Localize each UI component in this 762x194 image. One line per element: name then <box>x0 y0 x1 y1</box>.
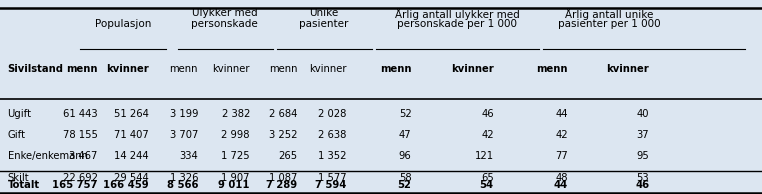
Text: 7 289: 7 289 <box>266 180 297 191</box>
Text: personskade per 1 000: personskade per 1 000 <box>397 19 517 29</box>
Text: 44: 44 <box>555 109 568 119</box>
Text: 46: 46 <box>635 180 649 191</box>
Text: 3 707: 3 707 <box>170 130 198 140</box>
Text: pasienter: pasienter <box>299 19 348 29</box>
Text: 1 725: 1 725 <box>221 151 250 161</box>
Text: 44: 44 <box>553 180 568 191</box>
Text: 1 352: 1 352 <box>319 151 347 161</box>
Text: 3 467: 3 467 <box>69 151 98 161</box>
Text: kvinner: kvinner <box>106 64 149 74</box>
Text: 52: 52 <box>398 180 411 191</box>
Text: menn: menn <box>269 64 297 74</box>
Text: 2 998: 2 998 <box>222 130 250 140</box>
Text: 1 577: 1 577 <box>318 173 347 183</box>
Text: menn: menn <box>536 64 568 74</box>
Text: kvinner: kvinner <box>451 64 494 74</box>
Text: 2 638: 2 638 <box>319 130 347 140</box>
Text: 37: 37 <box>636 130 649 140</box>
Text: menn: menn <box>170 64 198 74</box>
Text: 8 566: 8 566 <box>167 180 198 191</box>
Text: 78 155: 78 155 <box>62 130 98 140</box>
Text: 3 199: 3 199 <box>170 109 198 119</box>
Text: Ugift: Ugift <box>8 109 31 119</box>
Text: 96: 96 <box>399 151 411 161</box>
Text: 40: 40 <box>637 109 649 119</box>
Text: 2 684: 2 684 <box>269 109 297 119</box>
Text: 42: 42 <box>555 130 568 140</box>
Text: 51 264: 51 264 <box>114 109 149 119</box>
Text: 334: 334 <box>179 151 198 161</box>
Text: Totalt: Totalt <box>8 180 40 191</box>
Text: 47: 47 <box>399 130 411 140</box>
Text: 14 244: 14 244 <box>114 151 149 161</box>
Text: Populasjon: Populasjon <box>95 19 152 29</box>
Text: kvinner: kvinner <box>607 64 649 74</box>
Text: 7 594: 7 594 <box>315 180 347 191</box>
Text: 1 087: 1 087 <box>269 173 297 183</box>
Text: 46: 46 <box>481 109 494 119</box>
Text: Unike: Unike <box>309 8 338 18</box>
Text: Sivilstand: Sivilstand <box>8 64 63 74</box>
Text: Årlig antall ulykker med: Årlig antall ulykker med <box>395 8 520 20</box>
Text: personskade: personskade <box>191 19 258 29</box>
Text: menn: menn <box>66 64 98 74</box>
Text: 1 326: 1 326 <box>170 173 198 183</box>
Text: 61 443: 61 443 <box>63 109 98 119</box>
Text: 1 907: 1 907 <box>222 173 250 183</box>
Text: 65: 65 <box>481 173 494 183</box>
Text: 165 757: 165 757 <box>52 180 98 191</box>
Text: 54: 54 <box>479 180 494 191</box>
Text: menn: menn <box>380 64 411 74</box>
Text: 265: 265 <box>278 151 297 161</box>
Text: kvinner: kvinner <box>213 64 250 74</box>
Text: 95: 95 <box>636 151 649 161</box>
Text: 3 252: 3 252 <box>269 130 297 140</box>
Text: 9 011: 9 011 <box>219 180 250 191</box>
Text: pasienter per 1 000: pasienter per 1 000 <box>559 19 661 29</box>
Text: 2 382: 2 382 <box>222 109 250 119</box>
Text: Årlig antall unike: Årlig antall unike <box>565 8 654 20</box>
Text: 71 407: 71 407 <box>114 130 149 140</box>
Text: 58: 58 <box>399 173 411 183</box>
Text: 2 028: 2 028 <box>319 109 347 119</box>
Text: 77: 77 <box>555 151 568 161</box>
Text: 42: 42 <box>481 130 494 140</box>
Text: 52: 52 <box>399 109 411 119</box>
Text: kvinner: kvinner <box>309 64 347 74</box>
Text: 121: 121 <box>475 151 494 161</box>
Text: 48: 48 <box>555 173 568 183</box>
Text: 53: 53 <box>636 173 649 183</box>
Text: Ulykker med: Ulykker med <box>192 8 258 18</box>
Text: 166 459: 166 459 <box>103 180 149 191</box>
Text: Skilt: Skilt <box>8 173 29 183</box>
Text: Gift: Gift <box>8 130 26 140</box>
Text: 29 544: 29 544 <box>114 173 149 183</box>
Text: 22 692: 22 692 <box>62 173 98 183</box>
Text: Enke/enkemann: Enke/enkemann <box>8 151 88 161</box>
